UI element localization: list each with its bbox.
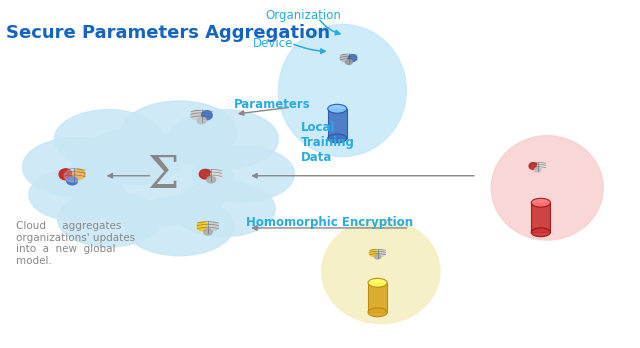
Ellipse shape xyxy=(197,222,209,231)
Ellipse shape xyxy=(207,176,216,183)
Ellipse shape xyxy=(368,278,387,287)
Ellipse shape xyxy=(191,110,202,119)
Ellipse shape xyxy=(328,104,347,113)
Ellipse shape xyxy=(59,169,72,180)
Ellipse shape xyxy=(64,169,83,182)
Text: Cloud     aggregates
organizations' updates
into  a  new  global
model.: Cloud aggregates organizations' updates … xyxy=(16,221,135,266)
Ellipse shape xyxy=(368,308,387,317)
Bar xyxy=(368,283,387,313)
Ellipse shape xyxy=(531,228,550,237)
Text: Homomorphic Encryption: Homomorphic Encryption xyxy=(246,216,413,229)
Text: Organization: Organization xyxy=(266,9,342,22)
Ellipse shape xyxy=(199,169,211,179)
Ellipse shape xyxy=(72,169,85,179)
Ellipse shape xyxy=(204,229,212,235)
Circle shape xyxy=(122,101,237,164)
Ellipse shape xyxy=(492,136,604,240)
Circle shape xyxy=(22,137,131,197)
Text: Device: Device xyxy=(253,37,293,50)
Circle shape xyxy=(173,181,275,237)
Ellipse shape xyxy=(348,55,356,62)
Circle shape xyxy=(54,110,163,169)
Ellipse shape xyxy=(328,134,347,143)
Ellipse shape xyxy=(67,177,77,185)
Circle shape xyxy=(83,129,186,184)
Ellipse shape xyxy=(377,250,385,256)
Ellipse shape xyxy=(374,255,381,259)
Circle shape xyxy=(58,191,160,247)
Ellipse shape xyxy=(538,163,545,169)
Ellipse shape xyxy=(278,24,406,157)
Ellipse shape xyxy=(202,111,212,120)
Ellipse shape xyxy=(197,117,206,124)
Ellipse shape xyxy=(207,222,218,231)
Ellipse shape xyxy=(369,250,378,256)
Ellipse shape xyxy=(346,60,352,64)
Ellipse shape xyxy=(321,219,440,324)
Circle shape xyxy=(170,110,278,169)
Ellipse shape xyxy=(211,170,222,179)
Bar xyxy=(531,203,550,232)
Text: Secure Parameters Aggregation: Secure Parameters Aggregation xyxy=(6,24,330,42)
Circle shape xyxy=(67,136,234,226)
Ellipse shape xyxy=(340,55,349,62)
Text: Parameters: Parameters xyxy=(234,98,310,111)
Bar xyxy=(328,109,347,138)
Ellipse shape xyxy=(531,198,550,207)
Circle shape xyxy=(192,146,294,202)
Text: Σ: Σ xyxy=(147,154,179,197)
Ellipse shape xyxy=(534,168,541,172)
Circle shape xyxy=(125,197,234,256)
Text: Local
Training
Data: Local Training Data xyxy=(301,121,355,164)
Ellipse shape xyxy=(529,163,538,169)
Circle shape xyxy=(29,169,125,221)
